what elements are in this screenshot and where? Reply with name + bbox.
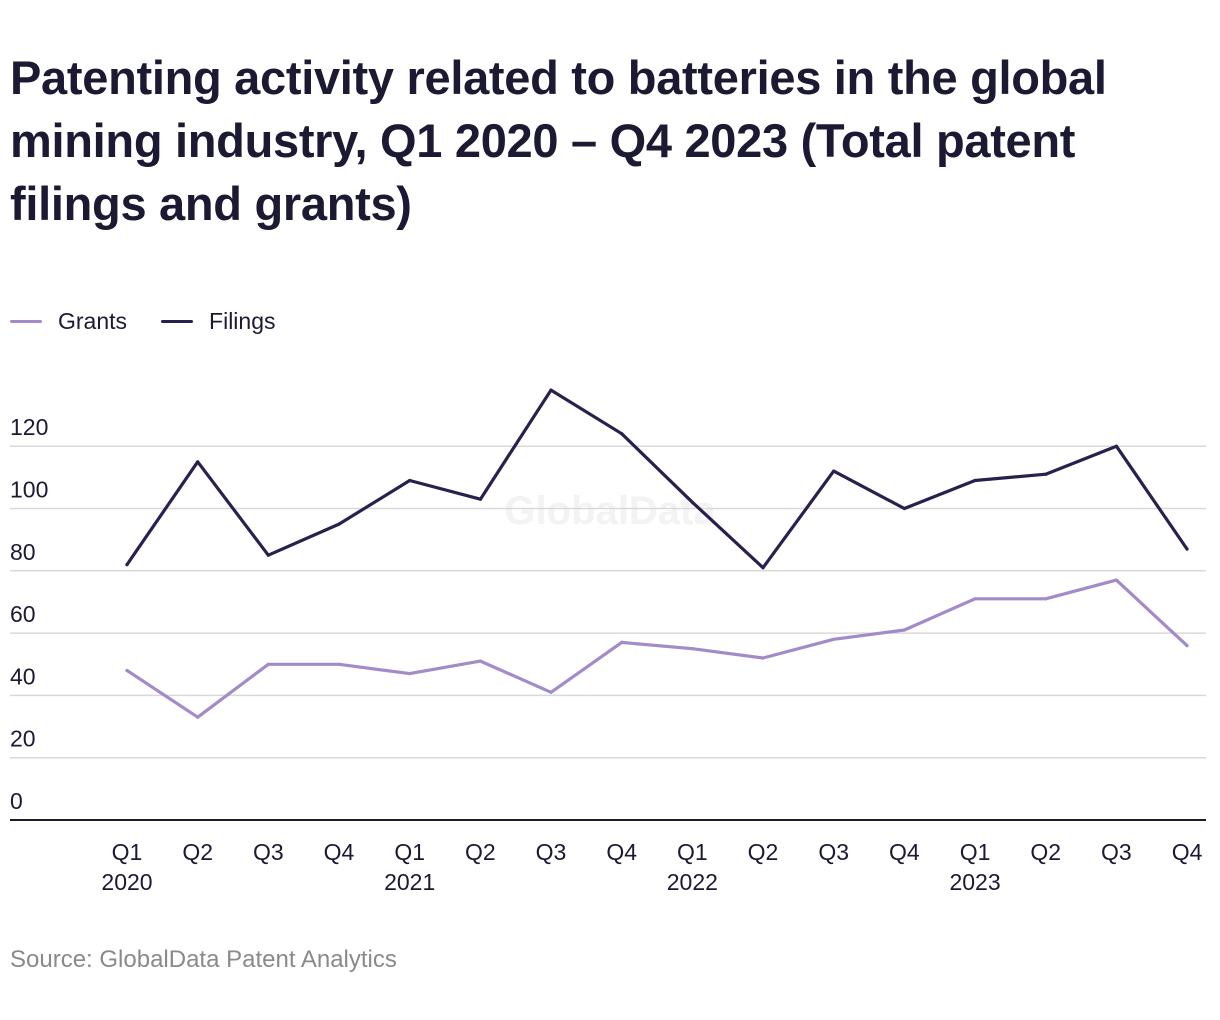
data-point-grants <box>337 662 341 666</box>
y-tick-label: 120 <box>10 414 48 440</box>
x-tick-label: Q2 <box>1030 839 1061 865</box>
data-point-filings <box>125 563 129 567</box>
data-point-grants <box>549 690 553 694</box>
data-point-filings <box>1185 547 1189 551</box>
legend-swatch-grants <box>10 319 42 323</box>
x-tick-label: Q4 <box>606 839 637 865</box>
data-point-filings <box>690 500 695 504</box>
x-year-label: 2022 <box>667 869 718 895</box>
watermark-text: GlobalData <box>504 489 716 533</box>
data-point-filings <box>973 478 977 483</box>
y-tick-label: 100 <box>10 477 48 503</box>
legend-item-grants: Grants <box>10 308 127 335</box>
x-year-label: 2023 <box>949 869 1000 895</box>
data-point-grants <box>196 715 200 719</box>
x-tick-label: Q2 <box>182 839 213 865</box>
y-tick-label: 60 <box>10 601 36 627</box>
data-point-filings <box>337 522 341 526</box>
legend-swatch-filings <box>161 319 194 323</box>
data-point-grants <box>902 628 907 632</box>
data-point-filings <box>761 566 765 570</box>
data-point-filings <box>478 497 482 501</box>
legend: Grants Filings <box>10 306 276 336</box>
series-line-filings <box>125 388 1189 570</box>
x-tick-label: Q4 <box>324 839 355 865</box>
gridlines <box>10 445 1206 759</box>
x-tick-label: Q3 <box>536 839 567 865</box>
data-point-grants <box>832 637 836 641</box>
series-line-grants <box>125 578 1189 719</box>
chart-title: Patenting activity related to batteries … <box>10 51 1107 230</box>
y-axis-ticks: 0 20 40 60 80 100 120 <box>10 414 48 814</box>
data-point-filings <box>902 506 907 511</box>
x-year-label: 2021 <box>384 869 435 895</box>
data-point-filings <box>832 469 836 473</box>
data-point-grants <box>973 597 977 601</box>
data-point-filings <box>196 460 200 464</box>
data-point-filings <box>1114 444 1118 448</box>
series-lines <box>125 388 1189 719</box>
data-point-grants <box>690 647 695 651</box>
data-point-grants <box>1044 597 1048 601</box>
x-tick-label: Q3 <box>253 839 284 865</box>
x-tick-label: Q3 <box>818 839 849 865</box>
x-tick-label: Q4 <box>1172 839 1203 865</box>
y-tick-label: 0 <box>10 788 23 814</box>
data-point-grants <box>620 640 624 645</box>
legend-item-filings: Filings <box>161 307 276 335</box>
legend-label-filings: Filings <box>209 307 276 334</box>
y-tick-label: 20 <box>10 726 36 752</box>
y-tick-label: 40 <box>10 663 36 689</box>
x-tick-label: Q1 <box>112 839 143 865</box>
x-tick-label: Q2 <box>465 839 496 865</box>
data-point-grants <box>761 656 765 660</box>
data-point-filings <box>1044 472 1048 476</box>
x-tick-label: Q4 <box>889 839 920 865</box>
x-tick-label: Q1 <box>677 839 708 865</box>
x-year-label: 2020 <box>101 869 152 895</box>
y-tick-label: 80 <box>10 539 36 565</box>
data-point-grants <box>1185 644 1189 648</box>
data-point-filings <box>266 553 270 557</box>
data-point-grants <box>1114 578 1118 582</box>
data-point-grants <box>478 659 482 663</box>
data-point-grants <box>408 672 412 676</box>
data-point-grants <box>266 662 270 666</box>
data-point-filings <box>549 388 553 392</box>
x-tick-label: Q2 <box>748 839 779 865</box>
data-point-grants <box>125 668 129 673</box>
data-point-filings <box>620 432 624 436</box>
x-tick-label: Q3 <box>1101 839 1132 865</box>
x-tick-label: Q1 <box>960 839 991 865</box>
x-tick-label: Q1 <box>394 839 425 865</box>
data-point-filings <box>408 478 412 483</box>
x-axis-ticks: Q1 2020 Q2 Q3 Q4 Q1 2021 Q2 Q3 Q4 Q1 2022 Q2 Q3 Q4 Q1 20… <box>101 839 1202 895</box>
source-note: Source: GlobalData Patent Analytics <box>10 946 397 973</box>
legend-label-grants: Grants <box>58 307 128 334</box>
